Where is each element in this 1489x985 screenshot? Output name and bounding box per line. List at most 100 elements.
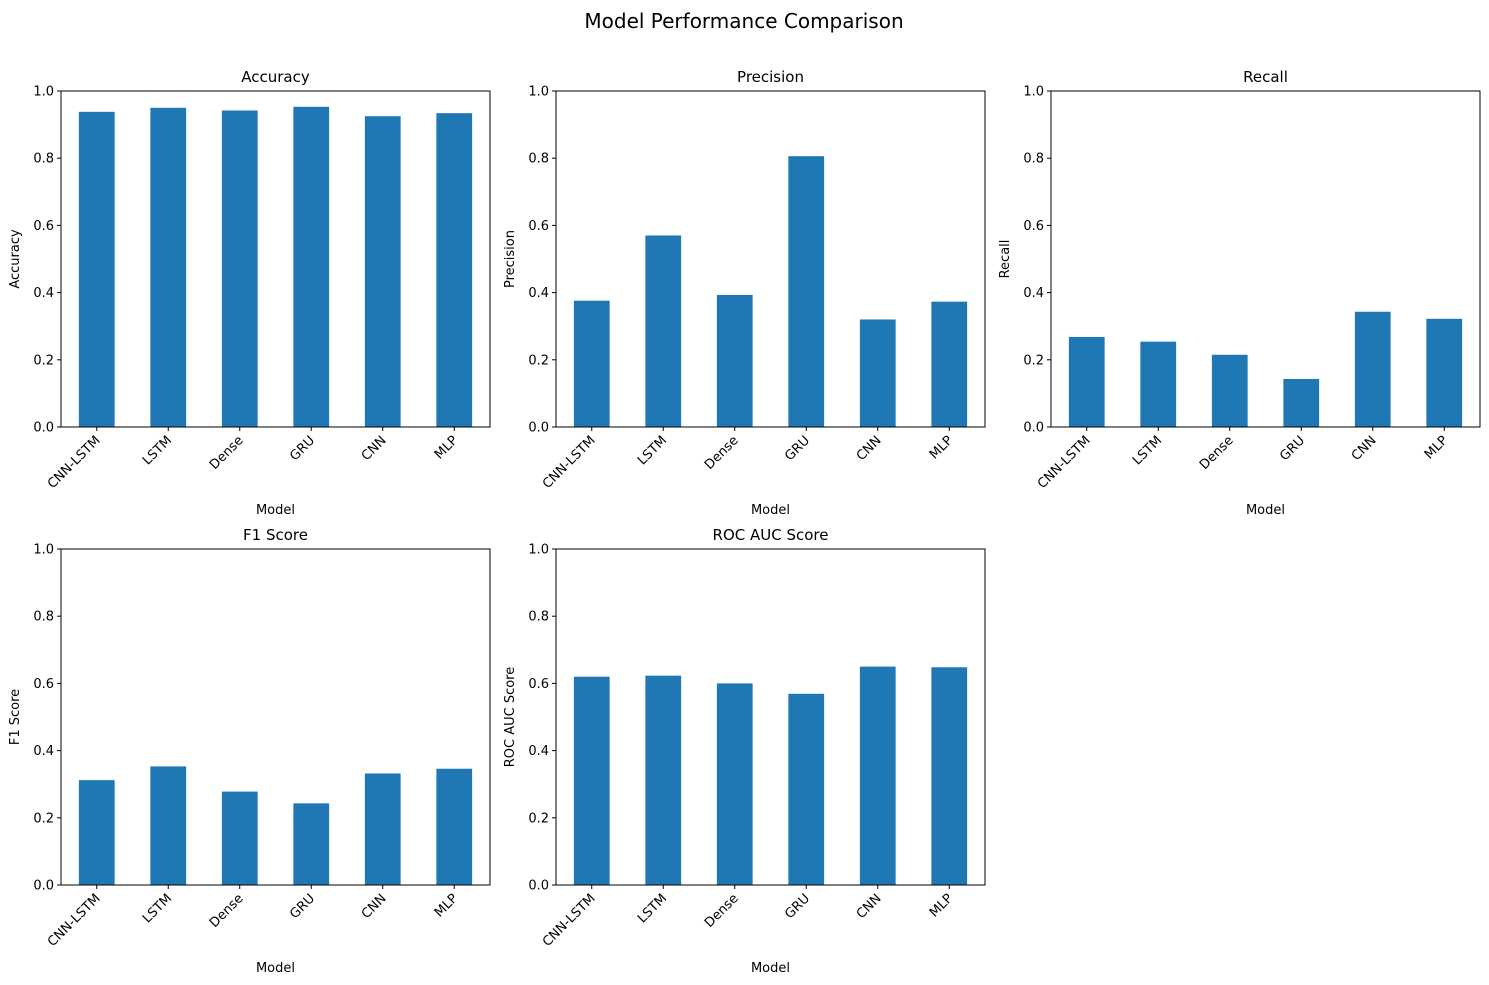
axes-frame: [555, 548, 986, 886]
bar-cnn-lstm: [573, 676, 610, 885]
y-axis-label: ROC AUC Score: [503, 667, 518, 768]
y-tick-label: 0.4: [528, 286, 549, 301]
y-tick-label: 0.8: [1023, 152, 1044, 167]
axes-frame: [555, 90, 986, 428]
x-tick-label: CNN-LSTM: [45, 891, 104, 950]
y-tick-label: 0.2: [33, 811, 54, 826]
x-tick-label: CNN-LSTM: [540, 433, 599, 492]
x-axis-label: Model: [1246, 503, 1285, 518]
x-tick-label: CNN: [854, 433, 885, 464]
y-tick-label: 0.4: [33, 744, 54, 759]
y-tick-label: 1.0: [528, 85, 549, 100]
subplot-title: Accuracy: [241, 68, 310, 86]
bar-cnn-lstm: [1068, 336, 1105, 427]
x-tick-label: MLP: [927, 433, 956, 462]
bar-lstm: [150, 107, 187, 428]
x-axis-label: Model: [751, 961, 790, 976]
bar-dense: [716, 294, 753, 427]
y-tick-label: 0.6: [1023, 219, 1044, 234]
bar-dense: [716, 683, 753, 885]
x-tick-label: CNN-LSTM: [1035, 433, 1094, 492]
y-tick-label: 1.0: [1023, 85, 1044, 100]
x-tick-label: LSTM: [635, 433, 670, 468]
bar-lstm: [645, 675, 682, 885]
y-tick-label: 0.2: [528, 811, 549, 826]
subplot-title: Precision: [737, 68, 804, 86]
x-tick-label: LSTM: [140, 891, 175, 926]
x-tick-label: CNN-LSTM: [45, 433, 104, 492]
y-tick-label: 0.6: [33, 219, 54, 234]
axes-frame: [60, 548, 491, 886]
x-tick-label: GRU: [287, 891, 318, 922]
y-tick-label: 0.0: [33, 879, 54, 894]
subplot-roc-auc-score: 0.0 0.2 0.4 0.6 0.8 1.0 CNN-LSTM LSTM Dense GRU CN…: [503, 526, 986, 976]
y-tick-label: 0.6: [528, 219, 549, 234]
x-tick-label: MLP: [432, 891, 461, 920]
subplots: 0.0 0.2 0.4 0.6 0.8 1.0 CNN-LSTM LSTM Dense GRU CN…: [8, 68, 1481, 976]
x-tick-label: LSTM: [1130, 433, 1165, 468]
subplot-accuracy: 0.0 0.2 0.4 0.6 0.8 1.0 CNN-LSTM LSTM Dense GRU CN…: [8, 68, 491, 518]
bar-gru: [293, 803, 330, 885]
axes-frame: [60, 90, 491, 428]
bar-dense: [221, 791, 258, 885]
y-tick-label: 1.0: [528, 543, 549, 558]
y-tick-label: 0.8: [33, 610, 54, 625]
y-tick-label: 0.2: [33, 353, 54, 368]
x-tick-label: CNN-LSTM: [540, 891, 599, 950]
y-axis-label: Accuracy: [8, 229, 23, 289]
figure-title: Model Performance Comparison: [584, 9, 903, 33]
subplot-title: ROC AUC Score: [713, 526, 829, 544]
x-tick-label: Dense: [207, 891, 247, 931]
subplot-title: F1 Score: [243, 526, 308, 544]
bar-cnn: [364, 116, 401, 427]
y-tick-label: 0.0: [528, 421, 549, 436]
axes-frame: [1050, 90, 1481, 428]
bar-cnn-lstm: [78, 111, 115, 427]
bar-lstm: [150, 766, 187, 885]
x-tick-label: GRU: [782, 433, 813, 464]
y-tick-label: 0.8: [528, 152, 549, 167]
x-tick-label: Dense: [1197, 433, 1237, 473]
y-tick-label: 1.0: [33, 543, 54, 558]
x-tick-label: GRU: [1277, 433, 1308, 464]
x-tick-label: GRU: [287, 433, 318, 464]
bar-mlp: [1426, 318, 1463, 427]
bar-mlp: [436, 768, 473, 885]
x-tick-label: LSTM: [635, 891, 670, 926]
x-tick-label: GRU: [782, 891, 813, 922]
bar-dense: [221, 110, 258, 428]
bar-gru: [293, 106, 330, 427]
x-axis-label: Model: [256, 503, 295, 518]
y-tick-label: 0.8: [33, 152, 54, 167]
y-tick-label: 0.2: [528, 353, 549, 368]
x-tick-label: Dense: [207, 433, 247, 473]
x-tick-label: CNN: [854, 891, 885, 922]
bar-cnn-lstm: [573, 300, 610, 427]
y-tick-label: 0.4: [1023, 286, 1044, 301]
y-tick-label: 0.0: [33, 421, 54, 436]
bar-lstm: [645, 235, 682, 427]
y-axis-label: Recall: [998, 240, 1013, 279]
x-tick-label: MLP: [927, 891, 956, 920]
y-tick-label: 0.8: [528, 610, 549, 625]
bar-cnn: [1354, 311, 1391, 427]
y-tick-label: 0.6: [33, 677, 54, 692]
bar-gru: [1283, 378, 1320, 427]
bar-mlp: [436, 113, 473, 428]
x-tick-label: CNN: [1349, 433, 1380, 464]
bar-cnn-lstm: [78, 780, 115, 885]
bar-cnn: [364, 773, 401, 885]
subplot-f1-score: 0.0 0.2 0.4 0.6 0.8 1.0 CNN-LSTM LSTM Dense GRU CN…: [8, 526, 491, 976]
bar-mlp: [931, 301, 968, 427]
y-tick-label: 0.0: [528, 879, 549, 894]
subplot-precision: 0.0 0.2 0.4 0.6 0.8 1.0 CNN-LSTM LSTM Dense GRU CN…: [503, 68, 986, 518]
subplot-recall: 0.0 0.2 0.4 0.6 0.8 1.0 CNN-LSTM LSTM Dense GRU CN…: [998, 68, 1481, 518]
y-axis-label: Precision: [503, 230, 518, 288]
bar-dense: [1211, 354, 1248, 427]
bar-cnn: [859, 319, 896, 427]
y-tick-label: 0.4: [33, 286, 54, 301]
y-tick-label: 0.2: [1023, 353, 1044, 368]
y-axis-label: F1 Score: [8, 689, 23, 745]
x-tick-label: CNN: [359, 433, 390, 464]
x-axis-label: Model: [256, 961, 295, 976]
